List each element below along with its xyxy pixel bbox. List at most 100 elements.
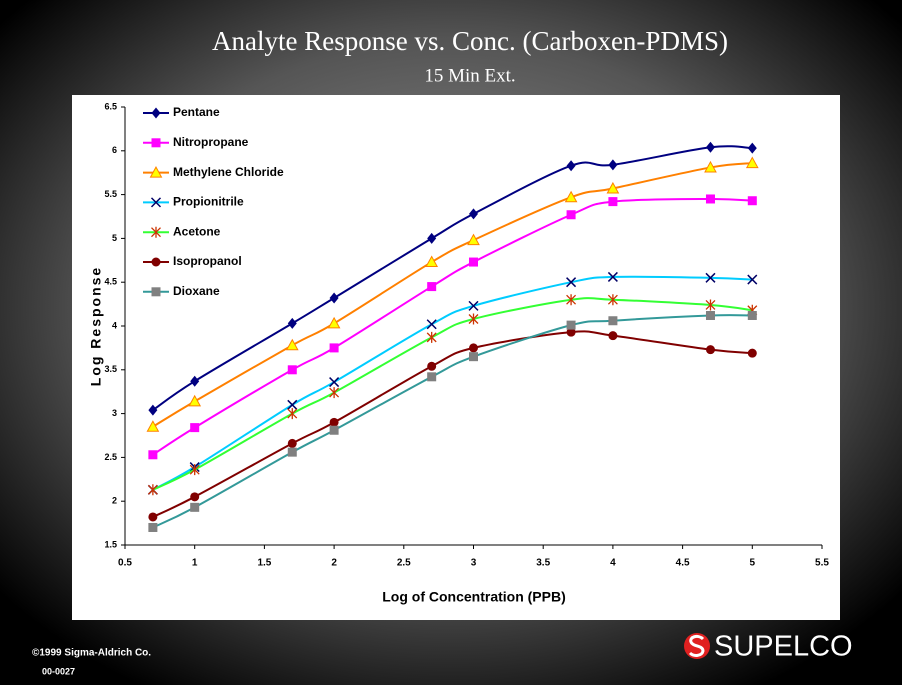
data-point — [468, 313, 479, 325]
series-line — [152, 145, 753, 411]
legend-label: Acetone — [173, 224, 221, 238]
data-point — [425, 255, 439, 268]
data-point — [427, 372, 437, 382]
data-point — [745, 156, 759, 169]
x-tick-label: 4 — [610, 558, 616, 569]
legend-label: Pentane — [173, 105, 220, 119]
x-tick-label: 4.5 — [676, 558, 690, 569]
data-point — [469, 257, 478, 267]
data-point — [329, 343, 339, 353]
legend-marker — [149, 166, 163, 178]
series-line — [152, 197, 753, 456]
x-tick-label: 5 — [750, 558, 756, 569]
data-point — [705, 345, 715, 355]
data-point — [705, 310, 715, 320]
logo-text: SUPELCO — [714, 631, 853, 663]
legend-marker — [151, 226, 161, 238]
y-tick-label: 5.5 — [104, 189, 117, 199]
data-point — [606, 181, 620, 194]
data-point — [469, 352, 478, 362]
data-point — [426, 319, 437, 330]
legend-marker — [151, 257, 161, 267]
data-point — [747, 310, 757, 320]
data-point — [427, 282, 437, 292]
series-line — [152, 297, 753, 491]
data-point — [287, 365, 297, 375]
data-point — [148, 512, 158, 522]
data-point — [190, 492, 200, 502]
data-point — [608, 316, 618, 326]
x-tick-label: 3.5 — [536, 558, 550, 569]
data-point — [467, 233, 480, 246]
x-tick-label: 3 — [471, 558, 477, 569]
data-point — [566, 277, 577, 288]
y-tick-label: 3.5 — [104, 364, 117, 374]
legend-marker — [150, 197, 162, 208]
data-point — [469, 343, 478, 353]
y-tick-label: 1.5 — [104, 539, 117, 549]
data-point — [285, 338, 299, 351]
data-point — [190, 423, 200, 433]
data-point — [147, 484, 158, 496]
data-point — [705, 299, 716, 311]
data-point — [190, 375, 200, 387]
x-tick-label: 0.5 — [118, 558, 132, 569]
data-point — [608, 197, 618, 207]
data-point — [287, 317, 297, 329]
data-point — [188, 394, 202, 407]
x-tick-label: 2.5 — [397, 558, 411, 569]
data-point — [566, 160, 576, 172]
legend-label: Propionitrile — [173, 195, 244, 209]
data-point — [566, 294, 577, 306]
data-point — [747, 274, 758, 285]
chart-subtitle: 15 Min Ext. — [424, 65, 515, 86]
data-point — [426, 331, 437, 343]
series-line — [152, 314, 753, 529]
y-tick-label: 6.5 — [104, 101, 117, 111]
series-line — [152, 275, 753, 491]
data-point — [427, 361, 437, 371]
x-tick-label: 2 — [331, 558, 337, 569]
data-point — [287, 399, 298, 410]
data-point — [287, 408, 298, 420]
data-point — [704, 160, 717, 173]
data-point — [287, 447, 297, 457]
data-point — [190, 502, 200, 512]
y-tick-label: 4 — [112, 320, 117, 330]
data-point — [747, 142, 757, 154]
y-tick-label: 3 — [112, 408, 117, 418]
legend-label: Isopropanol — [173, 254, 242, 268]
y-tick-label: 2 — [112, 496, 117, 506]
x-tick-label: 1 — [192, 558, 198, 569]
data-point — [287, 438, 297, 448]
data-point — [608, 331, 618, 341]
data-point — [148, 450, 158, 460]
legend-marker — [151, 287, 161, 297]
data-point — [747, 196, 757, 206]
x-axis-label: Log of Concentration (PPB) — [382, 589, 566, 605]
y-tick-label: 4.5 — [104, 277, 117, 287]
data-point — [607, 271, 618, 282]
data-point — [427, 232, 437, 244]
legend-label: Methylene Chloride — [173, 165, 284, 179]
data-point — [469, 208, 478, 220]
x-tick-label: 5.5 — [815, 558, 829, 569]
data-point — [566, 320, 576, 330]
data-point — [566, 327, 576, 337]
legend-label: Nitropropane — [173, 135, 249, 149]
copyright: ©1999 Sigma-Aldrich Co. — [32, 648, 151, 659]
data-point — [329, 387, 340, 399]
doc-code: 00-0027 — [42, 666, 75, 676]
data-point — [329, 292, 339, 304]
data-point — [705, 194, 715, 204]
y-tick-label: 6 — [112, 145, 117, 155]
data-point — [747, 348, 757, 358]
legend-marker — [151, 107, 161, 119]
plot-area — [72, 95, 840, 620]
x-tick-label: 1.5 — [257, 558, 271, 569]
data-point — [327, 316, 341, 329]
data-point — [607, 294, 618, 306]
data-point — [189, 464, 200, 476]
